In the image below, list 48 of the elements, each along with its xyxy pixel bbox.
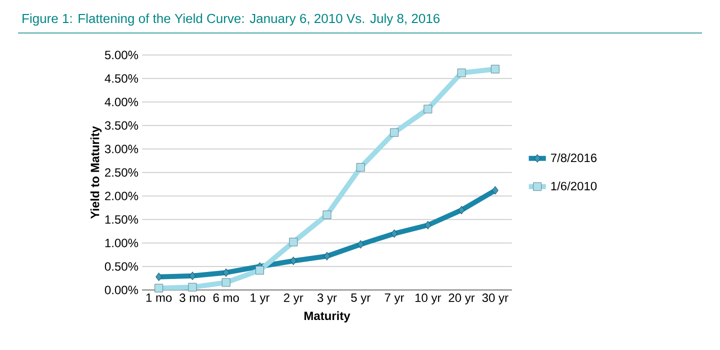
y-tick-label: 0.50% (104, 262, 138, 271)
point (424, 104, 432, 114)
y-tick-label: 3.50% (104, 121, 138, 130)
point (290, 256, 297, 266)
y-tick-label: 2.00% (105, 192, 138, 200)
x-tick-label: 5 yr (351, 294, 370, 304)
x-tick-label: 3 yr (317, 294, 337, 304)
point (492, 186, 498, 195)
point (357, 240, 364, 249)
legend-label: 1/6/2010 (551, 182, 597, 190)
y-tick-label: 1.00% (105, 238, 138, 248)
point (391, 229, 398, 238)
y-tick-label: 4.00% (104, 98, 138, 106)
point (255, 266, 264, 274)
point (458, 206, 465, 214)
point (457, 68, 466, 78)
y-tick-label: 4.50% (104, 74, 138, 83)
point (222, 268, 230, 277)
y-tick-label: 5.00% (104, 50, 138, 60)
point (289, 238, 298, 246)
x-tick-label: 3 mo (180, 294, 206, 302)
y-tick-label: 0.00% (104, 286, 138, 294)
x-tick-label: 7 yr (384, 294, 404, 304)
point (424, 220, 432, 230)
point (188, 282, 197, 292)
x-tick-label: 10 yr (415, 294, 442, 304)
point (490, 64, 500, 74)
point (390, 128, 399, 137)
point (222, 278, 230, 287)
point (322, 210, 332, 220)
y-tick-label: 2.50% (105, 168, 138, 177)
point (156, 272, 162, 282)
point (154, 284, 164, 292)
point (324, 252, 330, 260)
legend-label: 7/8/2016 (550, 153, 597, 162)
x-tick-label: 2 yr (284, 294, 304, 304)
x-tick-label: 20 yr (448, 294, 475, 304)
x-tick-label: 1 mo (146, 294, 172, 302)
point (356, 163, 365, 172)
y-tick-label: 1.50% (105, 215, 138, 224)
point (189, 272, 196, 280)
chart-title: Figure 1: Flattening of the Yield Curve: January 6, 2010 Vs. July 8, 2016 (22, 14, 440, 26)
x-axis-title: Maturity (304, 311, 350, 322)
x-tick-label: 30 yr (482, 294, 508, 304)
x-tick-label: 1 yr (250, 294, 270, 304)
y-axis-title: Yield to Maturity (90, 126, 102, 219)
x-tick-label: 6 mo (213, 294, 239, 302)
y-tick-label: 3.00% (104, 144, 138, 154)
